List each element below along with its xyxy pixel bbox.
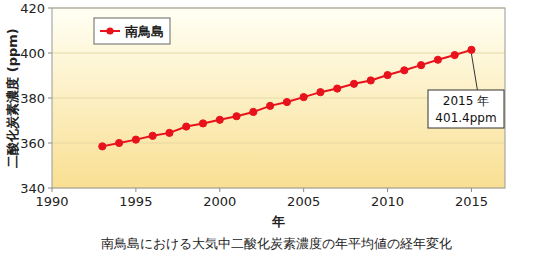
point — [434, 56, 441, 63]
x-tick — [52, 188, 53, 192]
x-axis-label: 年 — [271, 214, 285, 229]
point — [350, 80, 357, 87]
y-tick — [48, 188, 52, 189]
point — [384, 71, 391, 78]
y-tick — [48, 143, 52, 144]
series-line — [102, 50, 471, 147]
point — [451, 51, 458, 58]
point — [300, 94, 307, 101]
x-tick-label: 2000 — [203, 194, 236, 209]
series-group — [99, 46, 475, 150]
point — [216, 116, 223, 123]
point — [183, 123, 190, 130]
legend-box — [94, 18, 170, 44]
y-tick-label: 380 — [20, 91, 45, 106]
point — [116, 139, 123, 146]
annotation-text: 2015 年 — [443, 94, 489, 108]
y-tick — [48, 8, 52, 9]
x-tick — [135, 188, 136, 192]
point — [283, 98, 290, 105]
point — [468, 46, 475, 53]
x-tick — [219, 188, 220, 192]
point — [199, 120, 206, 127]
plot-area — [52, 8, 505, 188]
point — [317, 89, 324, 96]
legend-marker — [106, 27, 113, 34]
point — [334, 85, 341, 92]
point — [233, 113, 240, 120]
point — [166, 129, 173, 136]
point — [401, 67, 408, 74]
x-tick-label: 1990 — [35, 194, 68, 209]
point — [267, 102, 274, 109]
callout-line — [471, 54, 477, 90]
grid-line — [52, 53, 505, 54]
x-tick — [387, 188, 388, 192]
x-tick-label: 1995 — [119, 194, 152, 209]
caption: 南鳥島における大気中二酸化炭素濃度の年平均値の経年変化 — [101, 236, 452, 251]
point — [418, 62, 425, 69]
legend-label: 南鳥島 — [124, 24, 164, 39]
y-tick — [48, 98, 52, 99]
point — [99, 143, 106, 150]
x-tick — [303, 188, 304, 192]
point — [367, 77, 374, 84]
point — [132, 136, 139, 143]
chart: 340360380400420199019952000200520102015南… — [0, 0, 553, 274]
y-tick — [48, 53, 52, 54]
point — [250, 108, 257, 115]
x-tick-label: 2005 — [287, 194, 320, 209]
plot-frame — [52, 8, 505, 188]
annotation-text: 401.4ppm — [435, 111, 496, 125]
callout-box — [428, 90, 504, 128]
y-tick-label: 420 — [20, 1, 45, 16]
point — [149, 132, 156, 139]
y-axis-label: 二酸化炭素濃度 (ppm) — [5, 28, 20, 168]
x-tick-label: 2010 — [371, 194, 404, 209]
x-tick-label: 2015 — [455, 194, 488, 209]
y-tick-label: 360 — [20, 136, 45, 151]
x-tick — [471, 188, 472, 192]
y-tick-label: 400 — [20, 46, 45, 61]
